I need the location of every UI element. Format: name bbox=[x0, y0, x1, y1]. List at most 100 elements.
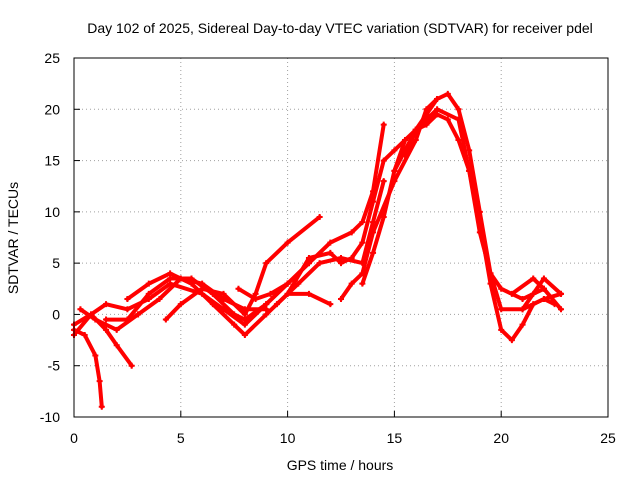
x-axis-label: GPS time / hours bbox=[287, 457, 394, 473]
data-point bbox=[434, 106, 441, 113]
data-point bbox=[498, 326, 505, 333]
series-sat-q bbox=[519, 275, 565, 313]
data-point bbox=[113, 326, 120, 333]
series-sat-n bbox=[391, 90, 565, 313]
data-point bbox=[284, 239, 291, 246]
data-point bbox=[558, 290, 565, 297]
data-point bbox=[338, 255, 344, 262]
data-point bbox=[284, 290, 291, 297]
data-point bbox=[327, 239, 334, 246]
data-point bbox=[267, 290, 274, 297]
series-sat-i bbox=[235, 121, 387, 303]
data-point bbox=[128, 362, 135, 369]
data-point bbox=[252, 296, 259, 303]
series-sat-h bbox=[162, 213, 323, 323]
data-point bbox=[423, 111, 430, 118]
data-point bbox=[177, 275, 184, 282]
data-point bbox=[103, 316, 110, 323]
data-point bbox=[220, 290, 227, 297]
data-point bbox=[391, 167, 398, 174]
data-point bbox=[263, 306, 270, 313]
data-point bbox=[370, 219, 377, 226]
y-tick-label: 20 bbox=[44, 101, 60, 117]
data-point bbox=[402, 137, 409, 144]
data-point bbox=[96, 378, 103, 385]
data-point bbox=[199, 285, 206, 292]
data-point bbox=[338, 296, 344, 303]
data-point bbox=[241, 311, 248, 318]
data-point bbox=[530, 290, 537, 297]
data-point bbox=[263, 311, 270, 318]
data-point bbox=[295, 280, 302, 287]
data-point bbox=[88, 311, 95, 318]
data-point bbox=[103, 326, 110, 333]
grid bbox=[74, 58, 608, 417]
y-tick-label: 0 bbox=[52, 306, 60, 322]
data-point bbox=[124, 306, 131, 313]
data-point bbox=[162, 316, 169, 323]
data-point bbox=[519, 306, 526, 313]
y-tick-label: -10 bbox=[40, 409, 60, 425]
data-point bbox=[177, 301, 184, 308]
data-point bbox=[103, 301, 110, 308]
y-tick-label: 15 bbox=[44, 153, 60, 169]
series-trace bbox=[72, 327, 104, 409]
data-point bbox=[412, 137, 419, 144]
data-point bbox=[476, 229, 483, 236]
data-point bbox=[540, 296, 547, 303]
data-point bbox=[338, 260, 344, 267]
data-point bbox=[263, 260, 270, 267]
data-point bbox=[530, 275, 537, 282]
data-point bbox=[498, 306, 505, 313]
data-point bbox=[135, 311, 142, 318]
data-point bbox=[487, 270, 494, 277]
x-tick-label: 15 bbox=[387, 430, 403, 446]
y-axis-label: SDTVAR / TECUs bbox=[5, 182, 21, 294]
data-point bbox=[540, 275, 547, 282]
x-tick-label: 10 bbox=[280, 430, 296, 446]
data-point bbox=[92, 352, 99, 359]
x-tick-label: 25 bbox=[600, 430, 616, 446]
data-point bbox=[241, 316, 248, 323]
data-point bbox=[466, 147, 473, 154]
data-point bbox=[519, 296, 526, 303]
data-point bbox=[380, 213, 387, 220]
data-point bbox=[241, 321, 248, 328]
data-point bbox=[231, 321, 238, 328]
data-point bbox=[519, 321, 526, 328]
data-point bbox=[167, 275, 174, 282]
series-sat-j bbox=[273, 178, 387, 308]
data-series bbox=[71, 90, 565, 410]
data-point bbox=[423, 121, 430, 128]
data-point bbox=[273, 301, 280, 308]
data-point bbox=[434, 96, 441, 103]
data-point bbox=[391, 147, 398, 154]
data-point bbox=[455, 116, 462, 123]
data-point bbox=[359, 239, 366, 246]
data-point bbox=[402, 152, 409, 159]
data-point bbox=[370, 249, 377, 256]
series-trace bbox=[403, 107, 546, 301]
data-point bbox=[508, 290, 515, 297]
x-tick-label: 0 bbox=[70, 430, 78, 446]
data-point bbox=[380, 157, 387, 164]
data-point bbox=[284, 280, 291, 287]
series-sat-f bbox=[124, 270, 334, 338]
data-point bbox=[380, 178, 387, 185]
data-point bbox=[305, 290, 312, 297]
data-point bbox=[455, 137, 462, 144]
data-point bbox=[444, 116, 451, 123]
data-point bbox=[348, 229, 355, 236]
y-tick-label: 25 bbox=[44, 50, 60, 66]
series-trace bbox=[285, 138, 408, 296]
series-sat-a bbox=[71, 326, 105, 410]
data-point bbox=[113, 342, 120, 349]
series-sat-k bbox=[284, 137, 409, 297]
data-point bbox=[498, 285, 505, 292]
x-tick-label: 5 bbox=[177, 430, 185, 446]
plot-frame bbox=[73, 57, 609, 418]
data-point bbox=[209, 301, 216, 308]
data-point bbox=[370, 198, 377, 205]
data-point bbox=[305, 255, 312, 262]
